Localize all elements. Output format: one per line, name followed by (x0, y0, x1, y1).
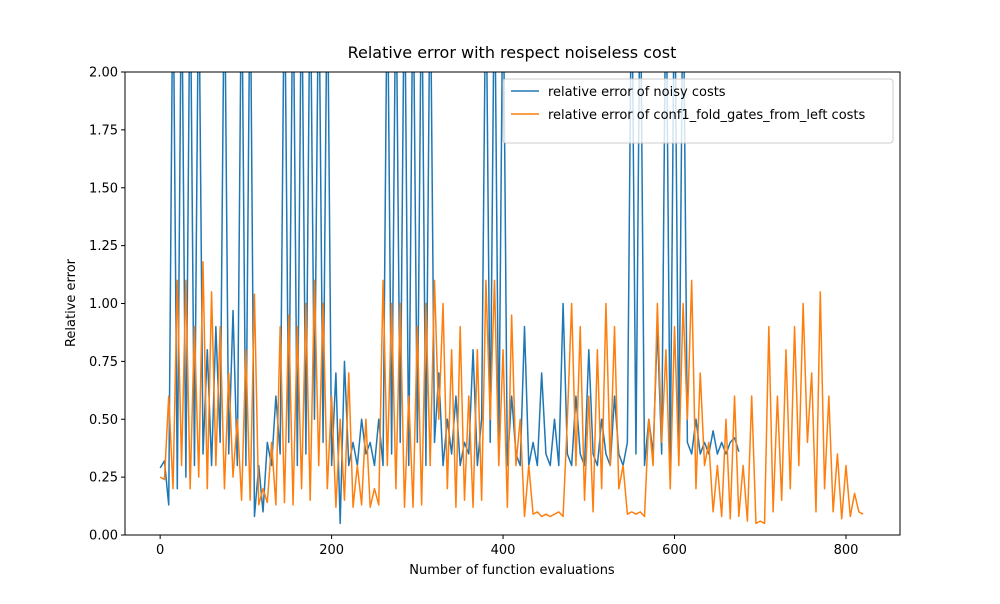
y-tick-label: 1.50 (89, 181, 118, 196)
plot-area (159, 72, 864, 525)
y-tick-label: 0.50 (89, 413, 118, 428)
x-tick-label: 400 (491, 543, 516, 558)
y-tick-label: 1.75 (89, 123, 118, 138)
y-tick-label: 0.25 (89, 471, 118, 486)
x-tick-label: 200 (319, 543, 344, 558)
x-tick-label: 0 (156, 543, 164, 558)
y-tick-label: 2.00 (89, 66, 118, 81)
x-axis-label: Number of function evaluations (409, 563, 615, 578)
legend-label: relative error of conf1_fold_gates_from_… (548, 108, 866, 123)
chart-title: Relative error with respect noiseless co… (348, 43, 677, 62)
series-line (159, 261, 864, 525)
y-tick-label: 0.75 (89, 355, 118, 370)
y-tick-label: 1.00 (89, 297, 118, 312)
x-tick-label: 800 (834, 543, 859, 558)
x-tick-label: 600 (662, 543, 687, 558)
y-tick-label: 1.25 (89, 239, 118, 254)
y-tick-label: 0.00 (89, 529, 118, 544)
legend-label: relative error of noisy costs (548, 85, 726, 100)
legend-box (502, 78, 894, 144)
y-axis-label: Relative error (64, 258, 79, 347)
